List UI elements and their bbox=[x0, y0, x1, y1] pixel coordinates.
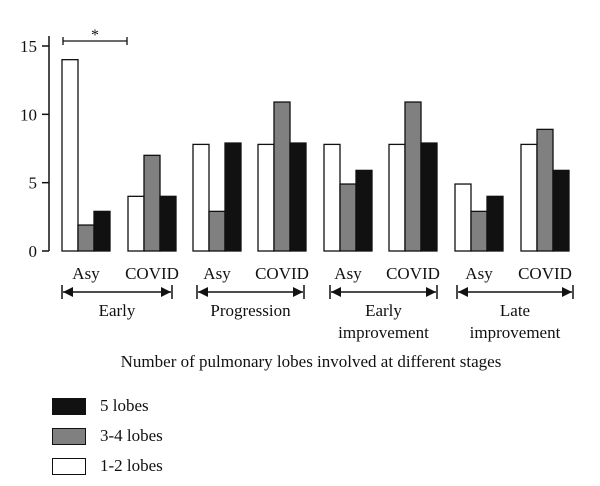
bar bbox=[388, 143, 406, 252]
bar bbox=[93, 210, 111, 252]
x-axis-labels: Asy COVID Asy COVID Asy COVID Asy COVID bbox=[72, 264, 572, 283]
bar bbox=[224, 142, 242, 252]
bar bbox=[404, 101, 422, 252]
arrowhead-left bbox=[198, 287, 208, 297]
category-label: COVID bbox=[255, 264, 309, 283]
stage-brackets: Early Progression Early improvement Late impr… bbox=[61, 285, 574, 342]
stage-label: Early bbox=[99, 301, 136, 320]
y-tick-label: 0 bbox=[29, 242, 38, 261]
legend-item-3-4-lobes: 3-4 lobes bbox=[52, 421, 163, 451]
legend-swatch-3-4-lobes bbox=[52, 427, 86, 445]
bar bbox=[536, 128, 554, 252]
bars-group bbox=[61, 59, 570, 252]
bar bbox=[486, 195, 504, 252]
legend: 5 lobes 3-4 lobes 1-2 lobes bbox=[52, 391, 163, 481]
arrowhead-right bbox=[426, 287, 436, 297]
bar bbox=[159, 195, 177, 252]
arrowhead-left bbox=[63, 287, 73, 297]
legend-swatch-5-lobes bbox=[52, 397, 86, 415]
bar bbox=[77, 224, 95, 252]
y-tick-label: 15 bbox=[20, 37, 37, 56]
bar bbox=[127, 195, 145, 252]
bar bbox=[470, 210, 488, 252]
significance-star: * bbox=[91, 27, 99, 44]
legend-item-1-2-lobes: 1-2 lobes bbox=[52, 451, 163, 481]
arrowhead-left bbox=[458, 287, 468, 297]
bar bbox=[143, 154, 161, 252]
category-label: Asy bbox=[334, 264, 362, 283]
bar bbox=[257, 143, 275, 252]
category-label: COVID bbox=[518, 264, 572, 283]
category-label: Asy bbox=[465, 264, 493, 283]
stage-label: improvement bbox=[338, 323, 429, 342]
bar bbox=[208, 210, 226, 252]
bar bbox=[420, 142, 438, 252]
bar bbox=[273, 101, 291, 252]
stage-label: Progression bbox=[210, 301, 291, 320]
bar bbox=[520, 143, 538, 252]
arrowhead-right bbox=[161, 287, 171, 297]
category-label: Asy bbox=[72, 264, 100, 283]
bar bbox=[339, 183, 357, 252]
legend-item-5-lobes: 5 lobes bbox=[52, 391, 163, 421]
stage-label: improvement bbox=[470, 323, 561, 342]
bar-chart: 0 5 10 15 * Asy COVID Asy COVID Asy COVID Asy COVI… bbox=[20, 27, 574, 371]
bar bbox=[192, 143, 210, 252]
arrowhead-left bbox=[331, 287, 341, 297]
x-axis-title: Number of pulmonary lobes involved at di… bbox=[121, 352, 502, 371]
bar bbox=[61, 59, 79, 252]
stage-label: Early bbox=[365, 301, 402, 320]
y-tick-label: 10 bbox=[20, 105, 37, 124]
legend-label-5-lobes: 5 lobes bbox=[100, 396, 149, 415]
arrowhead-right bbox=[293, 287, 303, 297]
bar bbox=[355, 169, 373, 252]
bar bbox=[289, 142, 307, 252]
category-label: COVID bbox=[386, 264, 440, 283]
significance-marker: * bbox=[62, 27, 128, 45]
stage-label: Late bbox=[500, 301, 530, 320]
bar bbox=[552, 169, 570, 252]
legend-label-3-4-lobes: 3-4 lobes bbox=[100, 426, 163, 445]
legend-swatch-1-2-lobes bbox=[52, 457, 86, 475]
arrowhead-right bbox=[562, 287, 572, 297]
bar bbox=[323, 143, 341, 252]
category-label: COVID bbox=[125, 264, 179, 283]
y-tick-label: 5 bbox=[29, 174, 38, 193]
category-label: Asy bbox=[203, 264, 231, 283]
legend-label-1-2-lobes: 1-2 lobes bbox=[100, 456, 163, 475]
bar bbox=[454, 183, 472, 252]
y-axis: 0 5 10 15 bbox=[20, 36, 50, 261]
